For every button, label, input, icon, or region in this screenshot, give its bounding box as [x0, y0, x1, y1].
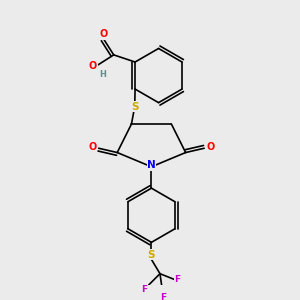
Text: O: O [206, 142, 214, 152]
Text: N: N [147, 160, 156, 170]
Text: S: S [148, 250, 155, 260]
Text: F: F [141, 285, 147, 294]
Text: F: F [160, 293, 166, 300]
Text: O: O [89, 61, 97, 71]
Text: F: F [175, 275, 181, 284]
Text: H: H [99, 70, 106, 79]
Text: O: O [99, 29, 107, 39]
Text: O: O [88, 142, 97, 152]
Text: S: S [131, 102, 139, 112]
